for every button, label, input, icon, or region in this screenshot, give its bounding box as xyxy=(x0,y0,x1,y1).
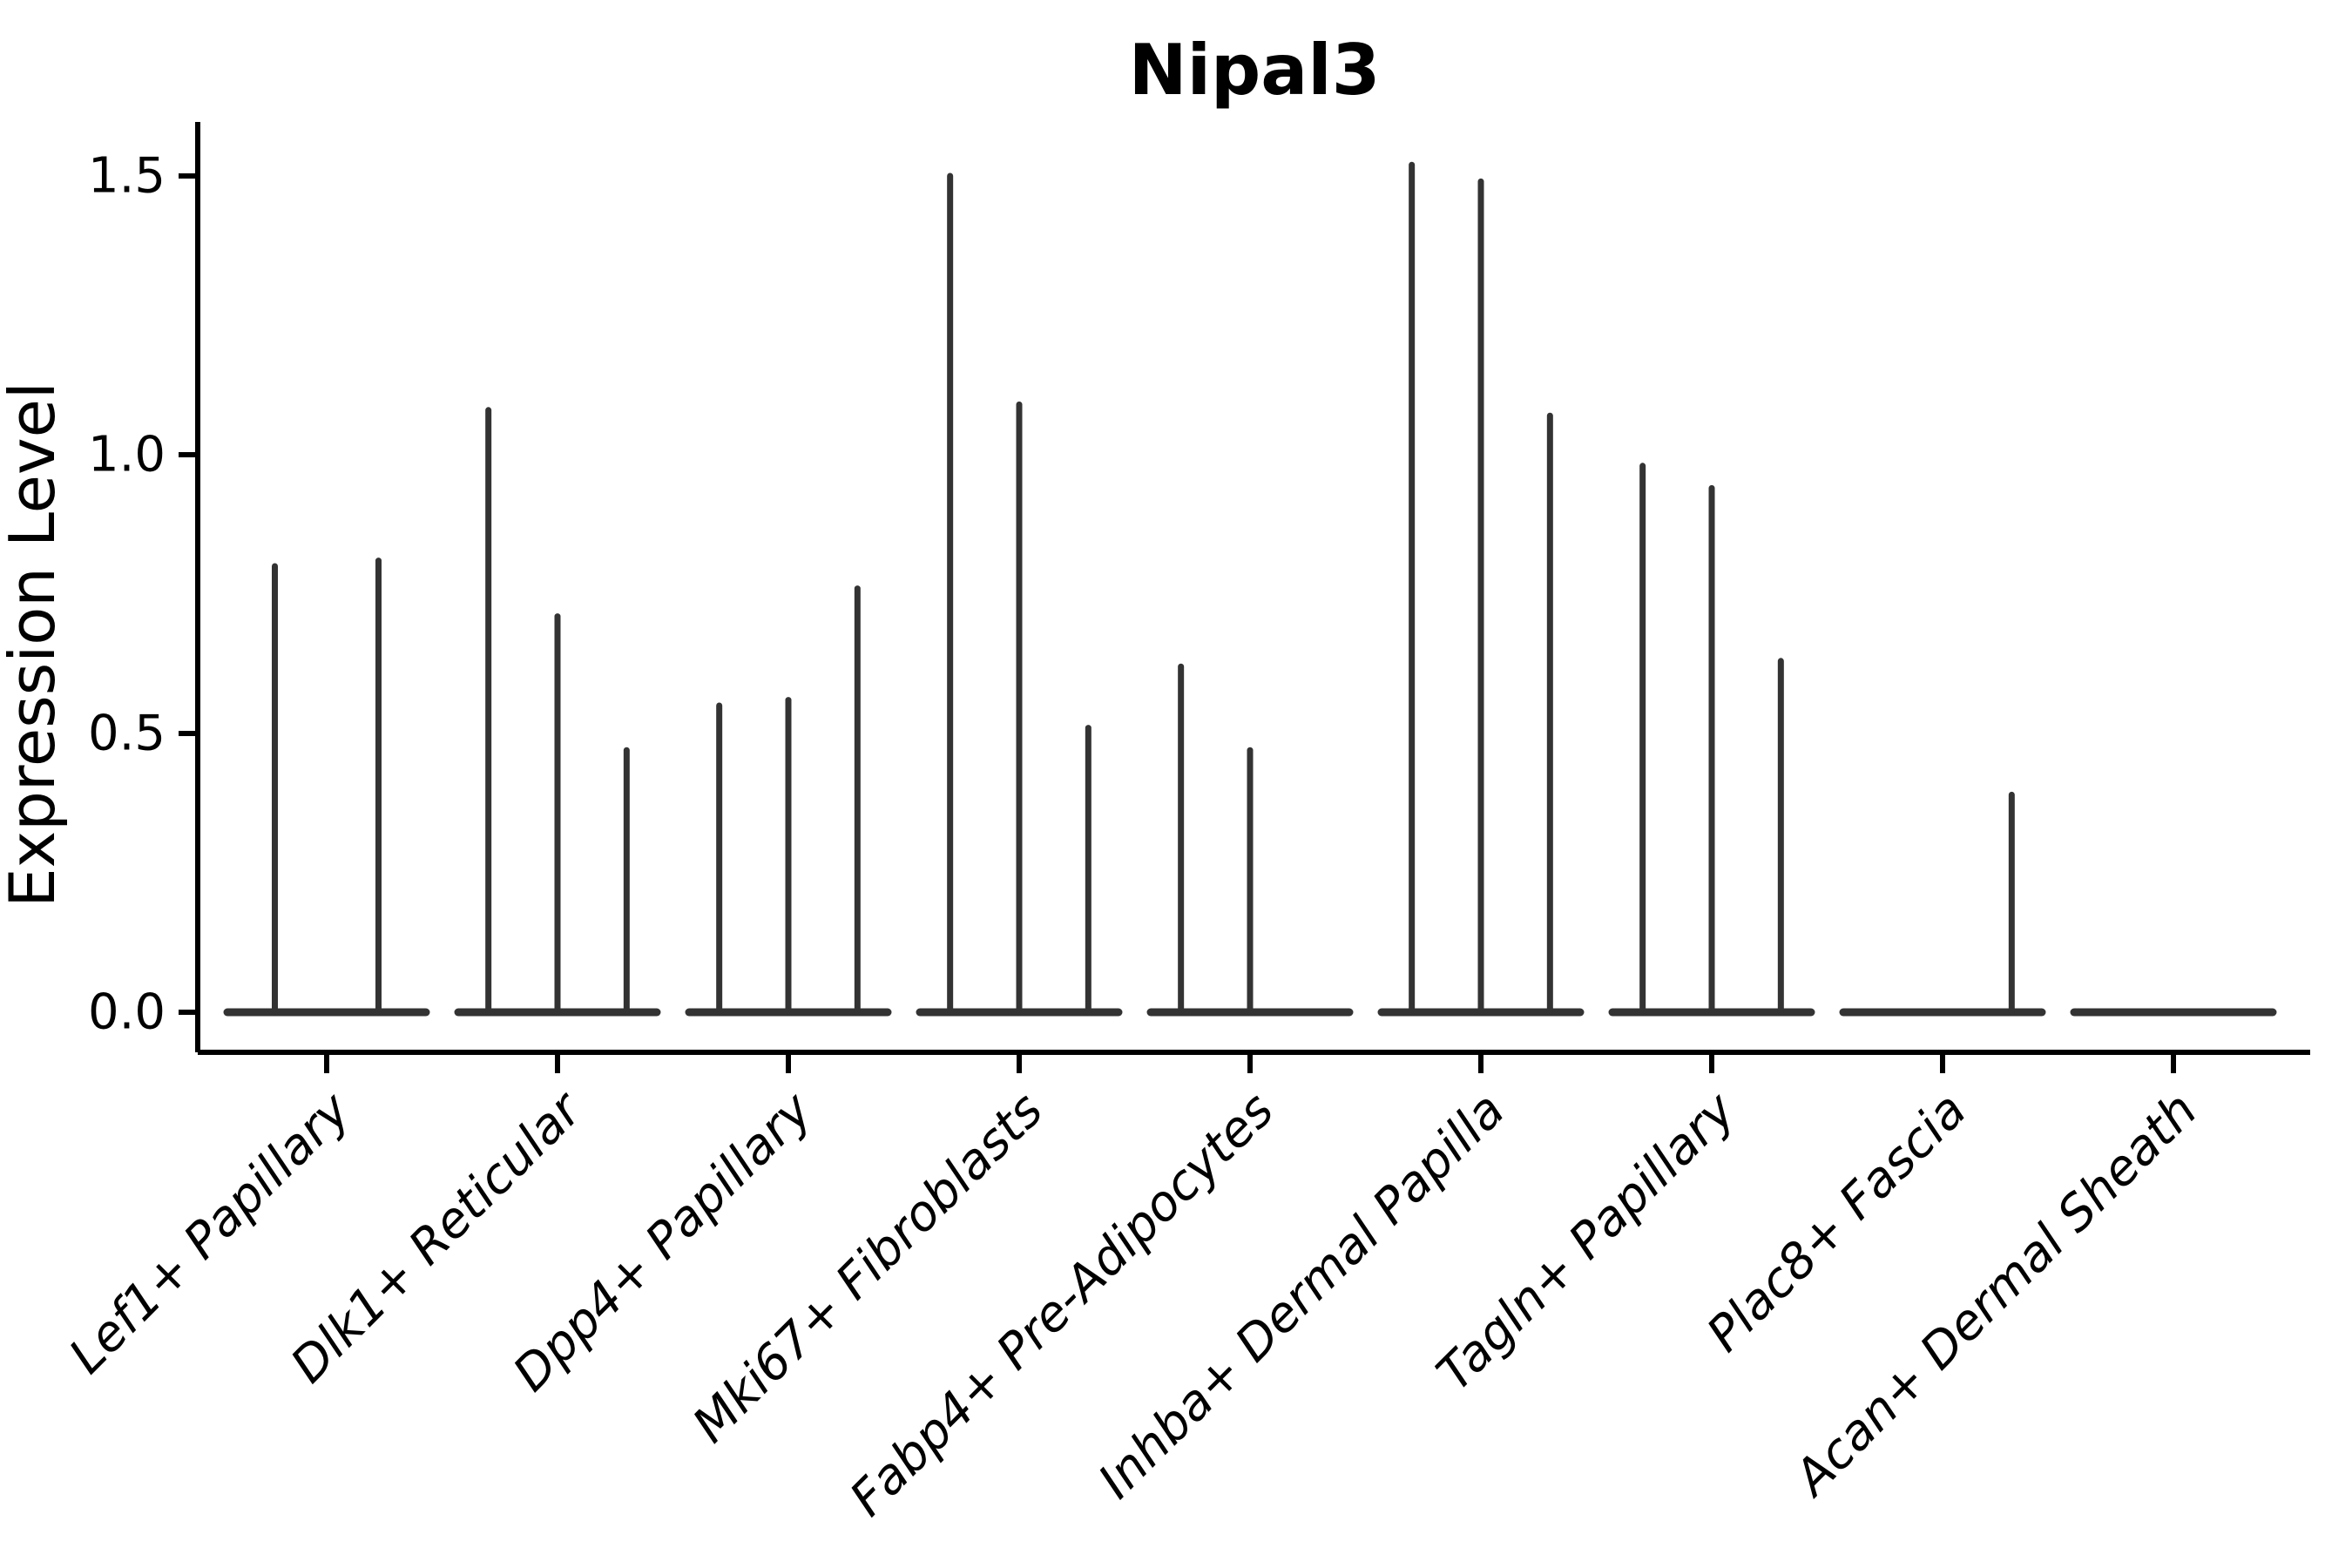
y-axis-ticks: 0.0 0.5 1.0 1.5 xyxy=(88,148,198,1041)
x-tick-label: Inhba+ Dermal Papilla xyxy=(1088,1082,1516,1510)
y-axis-label: Expression Level xyxy=(0,382,69,908)
violin-group xyxy=(1377,161,1585,1017)
y-tick-label: 0.0 xyxy=(88,984,166,1041)
x-tick-label: Acan+ Dermal Sheath xyxy=(1782,1082,2208,1508)
violin-group xyxy=(1146,663,1354,1017)
chart-title: Nipal3 xyxy=(1129,30,1381,111)
y-tick-label: 1.5 xyxy=(88,148,166,205)
violin-group xyxy=(1608,463,1815,1017)
y-tick-label: 0.5 xyxy=(88,706,166,762)
violins xyxy=(223,161,2277,1017)
x-tick-label: Fabp4+ Pre-Adipocytes xyxy=(840,1082,1285,1527)
violin-group xyxy=(916,172,1123,1017)
violin-group xyxy=(685,585,892,1017)
y-tick-label: 1.0 xyxy=(88,427,166,483)
axes-spines xyxy=(195,122,2310,1055)
violin-group xyxy=(454,407,661,1017)
violin-group xyxy=(1839,791,2046,1017)
violin-group xyxy=(223,558,430,1017)
